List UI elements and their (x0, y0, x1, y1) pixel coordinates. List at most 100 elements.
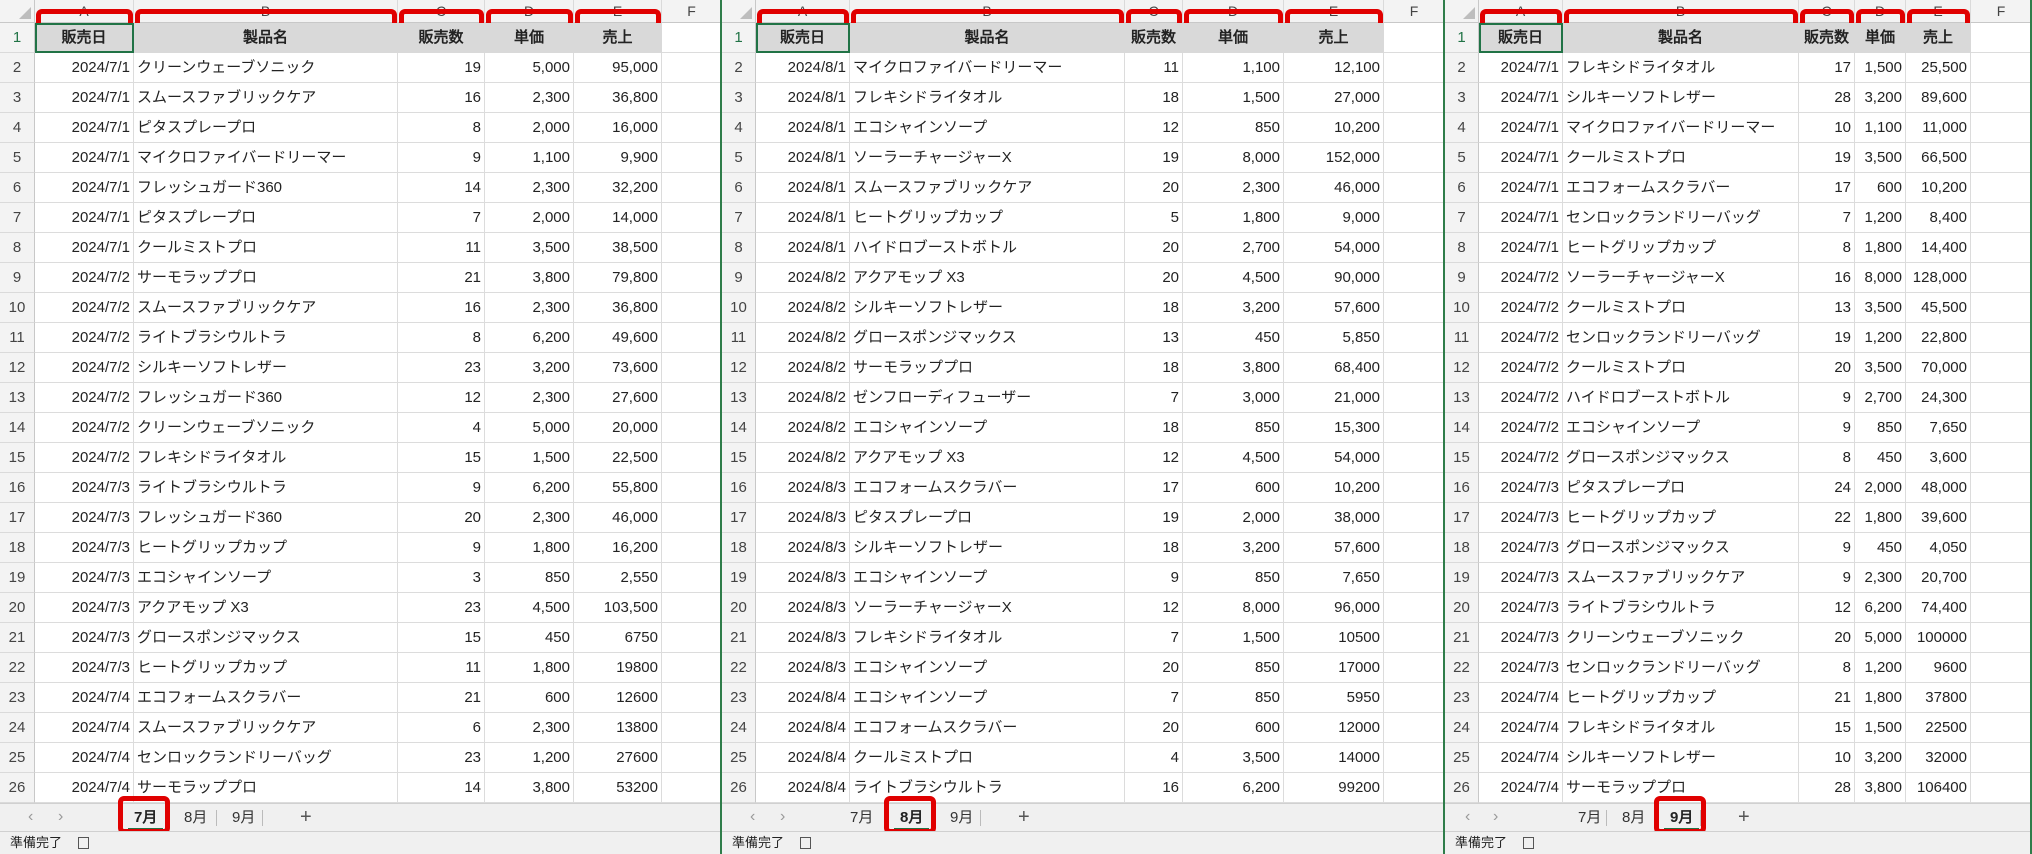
sales-cell[interactable]: 73,600 (574, 353, 662, 383)
sales-cell[interactable]: 100000 (1906, 623, 1971, 653)
sales-cell[interactable]: 21,000 (1284, 383, 1384, 413)
date-cell[interactable]: 2024/7/3 (35, 503, 134, 533)
empty-cell[interactable] (1971, 713, 2030, 743)
empty-cell[interactable] (1384, 383, 1443, 413)
sales-cell[interactable]: 48,000 (1906, 473, 1971, 503)
sales-cell[interactable]: 96,000 (1284, 593, 1384, 623)
empty-cell[interactable] (662, 23, 720, 53)
quantity-cell[interactable]: 6 (398, 713, 485, 743)
quantity-cell[interactable]: 19 (1125, 503, 1183, 533)
product-cell[interactable]: クールミストプロ (1563, 293, 1799, 323)
price-cell[interactable]: 3,500 (1855, 293, 1906, 323)
product-cell[interactable]: シルキーソフトレザー (134, 353, 398, 383)
price-cell[interactable]: 3,800 (1855, 773, 1906, 803)
sales-cell[interactable]: 10500 (1284, 623, 1384, 653)
row-header-12[interactable]: 12 (0, 353, 35, 383)
date-cell[interactable]: 2024/8/1 (756, 173, 850, 203)
sales-cell[interactable]: 22,500 (574, 443, 662, 473)
product-cell[interactable]: ハイドロブーストボトル (1563, 383, 1799, 413)
row-header-16[interactable]: 16 (722, 473, 756, 503)
empty-cell[interactable] (1971, 143, 2030, 173)
row-header-4[interactable]: 4 (1445, 113, 1479, 143)
quantity-cell[interactable]: 8 (1799, 233, 1855, 263)
product-cell[interactable]: アクアモップ X3 (850, 443, 1125, 473)
product-cell[interactable]: グロースポンジマックス (1563, 443, 1799, 473)
row-header-16[interactable]: 16 (1445, 473, 1479, 503)
row-header-18[interactable]: 18 (722, 533, 756, 563)
header-cell[interactable]: 売上 (1906, 23, 1971, 53)
row-header-2[interactable]: 2 (1445, 53, 1479, 83)
quantity-cell[interactable]: 12 (1799, 593, 1855, 623)
quantity-cell[interactable]: 8 (1799, 443, 1855, 473)
product-cell[interactable]: スムースファブリックケア (1563, 563, 1799, 593)
product-cell[interactable]: ライトブラシウルトラ (134, 473, 398, 503)
empty-cell[interactable] (1384, 683, 1443, 713)
product-cell[interactable]: フレッシュガード360 (134, 503, 398, 533)
row-header-12[interactable]: 12 (722, 353, 756, 383)
date-cell[interactable]: 2024/8/3 (756, 473, 850, 503)
price-cell[interactable]: 1,500 (1855, 53, 1906, 83)
quantity-cell[interactable]: 7 (1125, 383, 1183, 413)
price-cell[interactable]: 2,000 (1855, 473, 1906, 503)
product-cell[interactable]: ハイドロブーストボトル (850, 233, 1125, 263)
sales-cell[interactable]: 79,800 (574, 263, 662, 293)
next-sheet-icon[interactable]: › (780, 808, 786, 825)
product-cell[interactable]: ヒートグリップカップ (1563, 683, 1799, 713)
date-cell[interactable]: 2024/7/1 (1479, 113, 1563, 143)
date-cell[interactable]: 2024/8/3 (756, 503, 850, 533)
empty-cell[interactable] (1971, 353, 2030, 383)
price-cell[interactable]: 5,000 (485, 53, 574, 83)
product-cell[interactable]: ピタスプレープロ (1563, 473, 1799, 503)
empty-cell[interactable] (662, 173, 720, 203)
sales-cell[interactable]: 16,200 (574, 533, 662, 563)
product-cell[interactable]: クリーンウェーブソニック (1563, 623, 1799, 653)
sales-cell[interactable]: 27,000 (1284, 83, 1384, 113)
price-cell[interactable]: 850 (1183, 653, 1284, 683)
empty-cell[interactable] (1384, 713, 1443, 743)
header-cell[interactable]: 製品名 (850, 23, 1125, 53)
product-cell[interactable]: フレキシドライタオル (1563, 53, 1799, 83)
date-cell[interactable]: 2024/7/2 (35, 263, 134, 293)
date-cell[interactable]: 2024/7/1 (1479, 203, 1563, 233)
date-cell[interactable]: 2024/7/2 (35, 443, 134, 473)
sheet-tab-7月[interactable]: 7月 (850, 809, 874, 826)
product-cell[interactable]: エコシャインソープ (850, 653, 1125, 683)
quantity-cell[interactable]: 13 (1125, 323, 1183, 353)
empty-cell[interactable] (1384, 593, 1443, 623)
quantity-cell[interactable]: 11 (1125, 53, 1183, 83)
price-cell[interactable]: 5,000 (1855, 623, 1906, 653)
product-cell[interactable]: ヒートグリップカップ (134, 533, 398, 563)
price-cell[interactable]: 850 (1183, 113, 1284, 143)
empty-cell[interactable] (1971, 173, 2030, 203)
quantity-cell[interactable]: 20 (1125, 263, 1183, 293)
header-cell[interactable]: 売上 (1284, 23, 1384, 53)
product-cell[interactable]: エコシャインソープ (850, 563, 1125, 593)
quantity-cell[interactable]: 17 (1799, 173, 1855, 203)
product-cell[interactable]: エコシャインソープ (850, 683, 1125, 713)
empty-cell[interactable] (1971, 473, 2030, 503)
price-cell[interactable]: 450 (1183, 323, 1284, 353)
empty-cell[interactable] (662, 623, 720, 653)
date-cell[interactable]: 2024/8/3 (756, 623, 850, 653)
price-cell[interactable]: 3,800 (485, 773, 574, 803)
row-header-20[interactable]: 20 (1445, 593, 1479, 623)
quantity-cell[interactable]: 23 (398, 353, 485, 383)
price-cell[interactable]: 2,300 (485, 83, 574, 113)
row-header-23[interactable]: 23 (1445, 683, 1479, 713)
date-cell[interactable]: 2024/7/1 (35, 203, 134, 233)
date-cell[interactable]: 2024/7/4 (1479, 713, 1563, 743)
quantity-cell[interactable]: 14 (398, 173, 485, 203)
empty-cell[interactable] (1971, 413, 2030, 443)
quantity-cell[interactable]: 9 (1799, 533, 1855, 563)
sales-cell[interactable]: 38,000 (1284, 503, 1384, 533)
product-cell[interactable]: センロックランドリーバッグ (134, 743, 398, 773)
row-header-8[interactable]: 8 (0, 233, 35, 263)
date-cell[interactable]: 2024/7/1 (1479, 53, 1563, 83)
date-cell[interactable]: 2024/7/2 (35, 413, 134, 443)
sales-cell[interactable]: 10,200 (1906, 173, 1971, 203)
row-header-17[interactable]: 17 (1445, 503, 1479, 533)
empty-cell[interactable] (1384, 53, 1443, 83)
sales-cell[interactable]: 10,200 (1284, 473, 1384, 503)
empty-cell[interactable] (1971, 443, 2030, 473)
price-cell[interactable]: 600 (1855, 173, 1906, 203)
